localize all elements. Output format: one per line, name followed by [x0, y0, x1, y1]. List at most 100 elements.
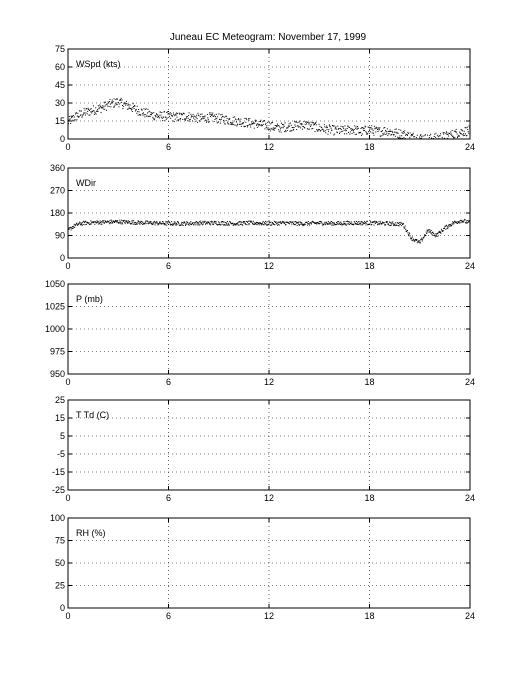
- data-point: [442, 138, 444, 140]
- data-point: [380, 135, 382, 137]
- data-point: [79, 222, 81, 224]
- data-point: [397, 222, 399, 224]
- data-point: [381, 223, 383, 225]
- data-point: [425, 231, 427, 233]
- data-point: [230, 122, 232, 124]
- data-point: [200, 118, 202, 120]
- data-point: [461, 220, 463, 222]
- data-point: [373, 134, 375, 136]
- data-point: [343, 129, 345, 131]
- data-point: [134, 223, 136, 225]
- data-point: [286, 221, 288, 223]
- data-point: [254, 223, 256, 225]
- data-point: [376, 222, 378, 224]
- data-point: [68, 119, 70, 121]
- data-point: [294, 221, 296, 223]
- data-point: [261, 223, 263, 225]
- data-point: [219, 118, 221, 120]
- data-point: [361, 133, 363, 135]
- data-point: [124, 223, 126, 225]
- data-point: [218, 113, 220, 115]
- data-point: [149, 222, 151, 224]
- data-point: [232, 224, 234, 226]
- data-point: [417, 240, 419, 242]
- data-point: [169, 112, 171, 114]
- data-point: [373, 221, 375, 223]
- data-point: [348, 223, 350, 225]
- data-point: [448, 135, 450, 137]
- data-point: [335, 221, 337, 223]
- data-point: [172, 120, 174, 122]
- data-point: [323, 130, 325, 132]
- data-point: [303, 126, 305, 128]
- data-point: [156, 114, 158, 116]
- data-point: [222, 224, 224, 226]
- data-point: [255, 119, 257, 121]
- data-point: [99, 104, 101, 106]
- data-point: [233, 120, 235, 122]
- data-point: [168, 221, 170, 223]
- data-point: [436, 233, 437, 235]
- data-point: [138, 111, 140, 113]
- data-point: [107, 105, 109, 107]
- data-point: [258, 224, 260, 226]
- data-point: [397, 132, 399, 134]
- data-point: [415, 137, 417, 139]
- data-point: [378, 128, 380, 130]
- data-point: [85, 220, 87, 222]
- data-point: [223, 121, 225, 123]
- data-point: [442, 132, 444, 134]
- data-point: [373, 221, 375, 223]
- data-point: [451, 223, 453, 225]
- data-point: [266, 128, 268, 130]
- data-point: [260, 223, 262, 225]
- data-point: [264, 222, 266, 224]
- data-point: [111, 99, 113, 101]
- data-point: [140, 108, 142, 110]
- data-point: [279, 222, 281, 224]
- data-point: [439, 231, 441, 233]
- data-point: [289, 130, 291, 132]
- data-point: [309, 128, 311, 130]
- data-point: [194, 222, 196, 224]
- data-point: [275, 221, 277, 223]
- data-point: [464, 219, 466, 221]
- data-point: [172, 112, 174, 114]
- y-tick-label: 15: [55, 116, 65, 126]
- data-point: [262, 220, 264, 222]
- data-point: [419, 135, 421, 137]
- x-tick-label: 0: [65, 493, 70, 503]
- data-point: [410, 135, 412, 137]
- data-point: [342, 223, 344, 225]
- data-point: [327, 223, 329, 225]
- data-point: [299, 123, 301, 125]
- data-point: [278, 125, 280, 127]
- data-point: [318, 128, 320, 130]
- data-point: [451, 224, 453, 226]
- data-point: [94, 112, 96, 114]
- data-point: [386, 221, 388, 223]
- data-point: [388, 223, 390, 225]
- data-point: [427, 230, 429, 232]
- data-point: [208, 221, 210, 223]
- data-point: [222, 221, 224, 223]
- data-point: [70, 122, 72, 124]
- data-point: [272, 223, 274, 225]
- data-point: [150, 112, 152, 114]
- data-point: [78, 115, 80, 117]
- data-point: [382, 133, 384, 135]
- data-point: [333, 125, 335, 127]
- data-point: [462, 135, 464, 137]
- data-point: [406, 134, 408, 136]
- data-point: [209, 223, 211, 225]
- data-point: [161, 223, 163, 225]
- data-point: [443, 133, 445, 135]
- data-point: [327, 221, 329, 223]
- data-point: [121, 104, 123, 106]
- data-point: [94, 111, 96, 113]
- data-point: [361, 224, 363, 226]
- data-point: [423, 237, 425, 239]
- data-point: [342, 224, 344, 226]
- data-point: [398, 129, 400, 131]
- data-point: [189, 118, 191, 120]
